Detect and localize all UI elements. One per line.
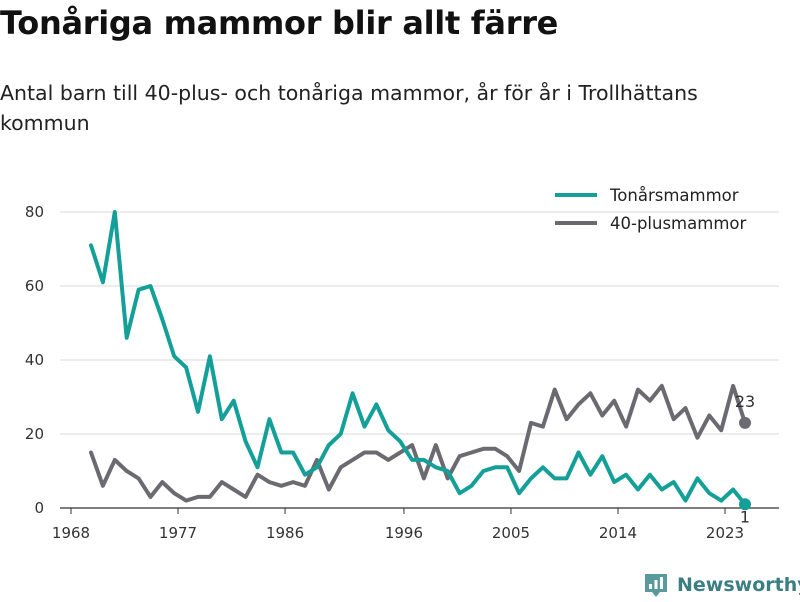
x-tick-label: 1968: [52, 524, 90, 542]
legend: Tonårsmammor 40-plusmammor: [555, 186, 746, 233]
y-tick-label: 60: [25, 277, 44, 295]
newsworthy-logo-icon: [645, 574, 667, 597]
x-tick-label: 1977: [159, 524, 197, 542]
y-tick-label: 80: [25, 203, 44, 221]
x-tick-label: 2014: [599, 524, 637, 542]
x-tick-label: 1996: [385, 524, 423, 542]
end-value-label: 1: [740, 507, 750, 526]
end-markers: 23 1: [735, 392, 755, 526]
legend-label: 40-plusmammor: [610, 214, 746, 233]
y-tick-label: 40: [25, 351, 44, 369]
x-tick-label: 2023: [706, 524, 744, 542]
series-line-40-plusmammor: [89, 383, 747, 503]
chart-title: Tonåriga mammor blir allt färre: [0, 4, 559, 42]
series-line-tonarsmammor: [89, 210, 747, 507]
y-axis: 0 20 40 60 80: [25, 203, 44, 517]
x-tick-label: 2005: [492, 524, 530, 542]
newsworthy-brand: Newsworthy: [643, 568, 800, 602]
series-lines: [89, 210, 747, 507]
chart-subtitle: Antal barn till 40-plus- och tonåriga ma…: [0, 81, 698, 135]
end-value-label: 23: [735, 392, 755, 411]
y-tick-label: 20: [25, 425, 44, 443]
end-point: [739, 498, 751, 511]
brand-name: Newsworthy: [677, 574, 800, 596]
x-axis: 1968 1977 1986 1996 2005 2014 2023: [52, 508, 744, 542]
end-point: [739, 416, 751, 429]
x-tick-label: 1986: [266, 524, 304, 542]
legend-label: Tonårsmammor: [609, 186, 739, 205]
y-tick-label: 0: [34, 499, 44, 517]
